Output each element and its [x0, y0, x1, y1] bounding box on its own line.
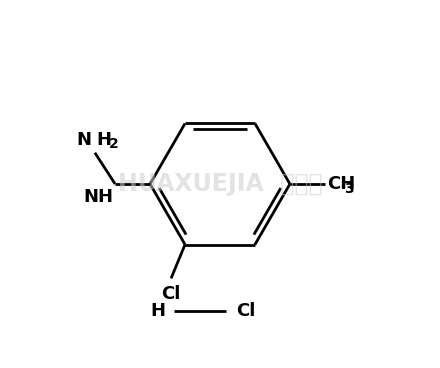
Text: 3: 3 — [344, 182, 354, 196]
Text: H: H — [97, 131, 112, 149]
Text: H: H — [150, 302, 165, 320]
Text: CH: CH — [327, 175, 355, 193]
Text: Cl: Cl — [161, 285, 181, 303]
Text: N: N — [76, 131, 91, 149]
Text: HUAXUEJIA  化学加: HUAXUEJIA 化学加 — [117, 172, 323, 196]
Text: NH: NH — [83, 188, 113, 206]
Text: 2: 2 — [109, 137, 119, 151]
Text: Cl: Cl — [236, 302, 256, 320]
